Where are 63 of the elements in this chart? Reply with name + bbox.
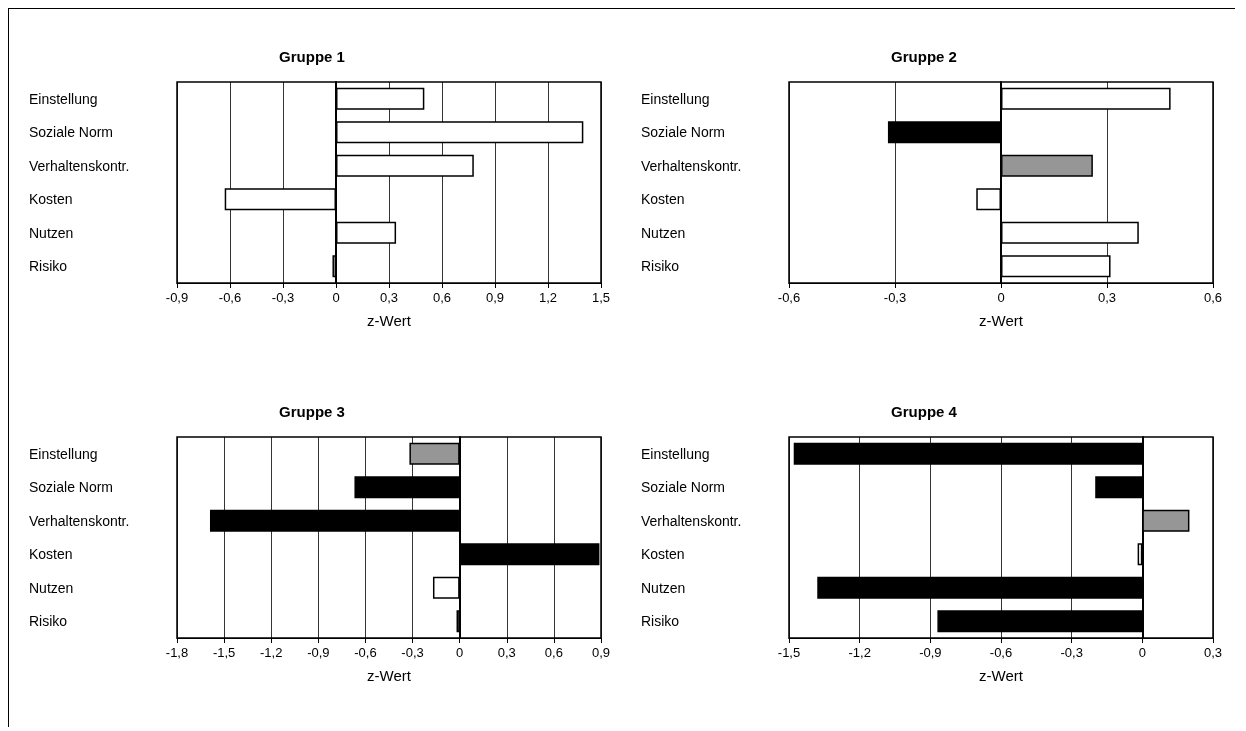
x-tick-label: 0,3 xyxy=(1203,645,1223,660)
x-tick-label: 0 xyxy=(997,290,1005,305)
chart-title: Gruppe 4 xyxy=(891,403,958,420)
x-tick-label: -0,6 xyxy=(989,645,1013,660)
y-tick-label: Einstellung xyxy=(641,445,710,462)
x-tick-label: -1,8 xyxy=(165,645,189,660)
y-tick-label: Soziale Norm xyxy=(641,124,726,141)
x-tick-label: 0 xyxy=(456,645,464,660)
x-tick-label: -0,3 xyxy=(401,645,424,660)
x-tick-label: 0,6 xyxy=(432,290,452,305)
x-tick-label: 0 xyxy=(332,290,340,305)
y-tick-label: Risiko xyxy=(641,258,680,275)
x-tick-label: -0,6 xyxy=(354,645,377,660)
y-tick-label: Soziale Norm xyxy=(29,124,114,141)
x-tick-label: -0,6 xyxy=(777,290,801,305)
x-tick-label: -0,3 xyxy=(1060,645,1083,660)
y-tick-label: Kosten xyxy=(641,546,685,563)
y-tick-label: Soziale Norm xyxy=(29,479,114,496)
x-tick-label: -1,5 xyxy=(212,645,236,660)
chart-title: Gruppe 1 xyxy=(279,48,345,65)
y-tick-label: Nutzen xyxy=(29,224,74,241)
y-tick-label: Risiko xyxy=(29,258,68,275)
x-tick-label: -1,2 xyxy=(260,645,283,660)
y-tick-label: Verhaltenskontr. xyxy=(641,512,742,529)
chart-title: Gruppe 2 xyxy=(891,48,957,65)
y-tick-label: Verhaltenskontr. xyxy=(29,157,130,174)
x-tick-label: -1,5 xyxy=(777,645,801,660)
x-tick-label: 0,3 xyxy=(497,645,516,660)
x-tick-label: -0,9 xyxy=(165,290,189,305)
y-tick-label: Kosten xyxy=(29,546,73,563)
x-tick-label: -0,3 xyxy=(271,290,295,305)
x-tick-label: 0 xyxy=(1138,645,1146,660)
y-tick-label: Kosten xyxy=(641,191,685,208)
x-tick-label: 0,3 xyxy=(379,290,399,305)
y-tick-label: Nutzen xyxy=(29,579,74,596)
y-tick-label: Nutzen xyxy=(641,579,686,596)
y-tick-label: Verhaltenskontr. xyxy=(641,157,742,174)
x-tick-label: 1,2 xyxy=(538,290,558,305)
x-tick-label: 1,5 xyxy=(591,290,611,305)
x-tick-label: -0,9 xyxy=(919,645,942,660)
x-tick-label: 0,6 xyxy=(544,645,563,660)
y-tick-label: Risiko xyxy=(29,613,68,630)
y-tick-label: Risiko xyxy=(641,613,680,630)
x-axis-title: z-Wert xyxy=(979,312,1024,329)
x-tick-label: -0,9 xyxy=(307,645,330,660)
y-tick-label: Einstellung xyxy=(29,445,98,462)
x-axis-title: z-Wert xyxy=(367,667,412,684)
y-tick-label: Kosten xyxy=(29,191,73,208)
y-tick-label: Nutzen xyxy=(641,224,686,241)
x-tick-label: -0,3 xyxy=(883,290,907,305)
x-axis-title: z-Wert xyxy=(367,312,412,329)
y-tick-label: Einstellung xyxy=(641,90,710,107)
y-tick-label: Soziale Norm xyxy=(641,479,726,496)
x-tick-label: -1,2 xyxy=(848,645,871,660)
x-tick-label: -0,6 xyxy=(218,290,242,305)
x-tick-label: 0,9 xyxy=(485,290,505,305)
x-tick-label: 0,6 xyxy=(1203,290,1223,305)
y-tick-label: Einstellung xyxy=(29,90,98,107)
x-axis-title: z-Wert xyxy=(979,667,1024,684)
x-tick-label: 0,9 xyxy=(591,645,611,660)
x-tick-label: 0,3 xyxy=(1097,290,1117,305)
y-tick-label: Verhaltenskontr. xyxy=(29,512,130,529)
chart-title: Gruppe 3 xyxy=(279,403,345,420)
